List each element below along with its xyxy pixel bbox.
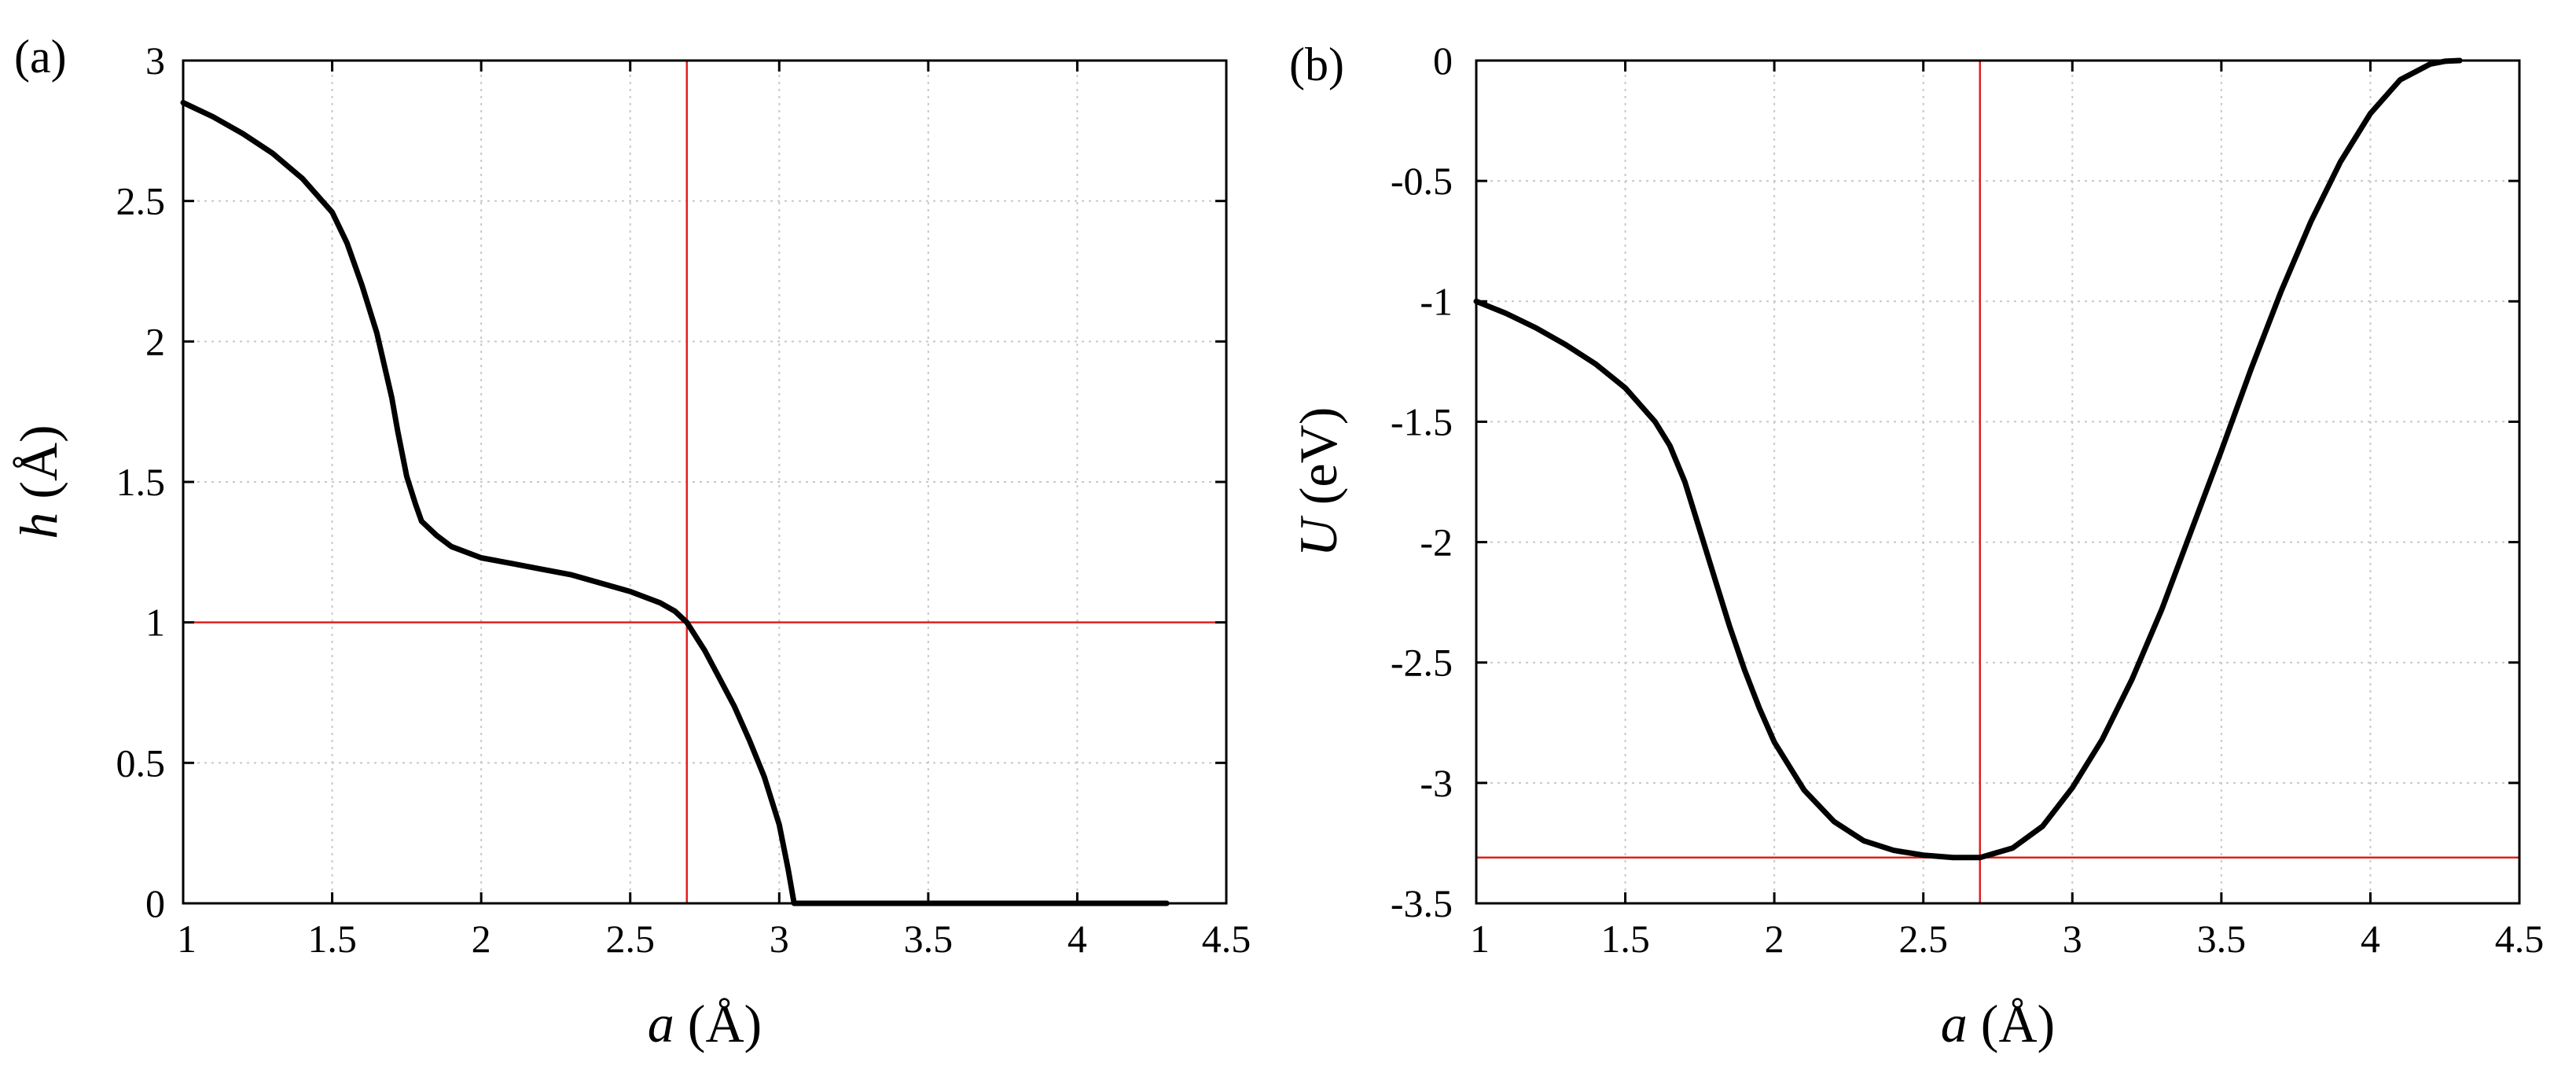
y-tick-label: 2 — [145, 319, 165, 363]
x-tick-label: 1.5 — [307, 917, 357, 961]
y-tick-label: -1.5 — [1391, 399, 1453, 443]
x-tick-label: 3 — [770, 917, 789, 961]
y-tick-label: 1.5 — [116, 460, 166, 504]
x-axis-label: a (Å) — [1941, 994, 2055, 1053]
plot-frame — [182, 59, 1228, 905]
y-tick-label: -1 — [1420, 279, 1453, 323]
y-tick-label: -0.5 — [1391, 159, 1453, 203]
series-line-U(a) — [1473, 57, 2463, 861]
x-tick-label: 4 — [1068, 917, 1087, 961]
x-tick-label: 2 — [472, 917, 491, 961]
y-tick-label: -2 — [1420, 520, 1453, 564]
x-tick-label: 2 — [1765, 917, 1784, 961]
x-tick-label: 2.5 — [1898, 917, 1948, 961]
y-tick-label: 0 — [1433, 39, 1453, 83]
y-tick-label: -3.5 — [1391, 881, 1453, 925]
x-tick-label: 4.5 — [2495, 917, 2545, 961]
y-axis-label: U (eV) — [1288, 407, 1348, 557]
x-tick-label: 4.5 — [1202, 917, 1251, 961]
panel-b: 1 1.5 2 2.5 3 3.5 4 4.5 0 -0.5 -1 -1.5 -2 -2.5 -3 -3.5 (… — [1288, 39, 2544, 1053]
x-tick-label: 1.5 — [1600, 917, 1650, 961]
panel-label: (b) — [1289, 39, 1344, 90]
panel-label: (a) — [14, 31, 67, 83]
x-tick-label: 1 — [1470, 917, 1490, 961]
y-tick-label: -3 — [1420, 761, 1453, 805]
y-tick-label: 1 — [145, 601, 165, 645]
x-tick-label: 4 — [2361, 917, 2380, 961]
y-tick-label: 3 — [145, 39, 165, 83]
plot-frame — [1475, 59, 2521, 905]
y-tick-label: 2.5 — [116, 179, 166, 223]
x-tick-label: 3.5 — [904, 917, 954, 961]
y-axis-label: h (Å) — [9, 425, 68, 539]
x-tick-label: 1 — [177, 917, 197, 961]
x-tick-label: 3 — [2063, 917, 2082, 961]
x-tick-label: 2.5 — [605, 917, 655, 961]
series-line-h(a) — [180, 100, 1170, 906]
y-tick-label: 0 — [145, 881, 165, 925]
x-axis-label: a (Å) — [648, 994, 762, 1053]
x-tick-label: 3.5 — [2197, 917, 2247, 961]
y-tick-label: 0.5 — [116, 741, 166, 785]
panel-a: 1 1.5 2 2.5 3 3.5 4 4.5 0 0.5 1 1.5 2 2.5 3 (a) a (Å) h (… — [9, 31, 1251, 1053]
y-tick-label: -2.5 — [1391, 641, 1453, 685]
